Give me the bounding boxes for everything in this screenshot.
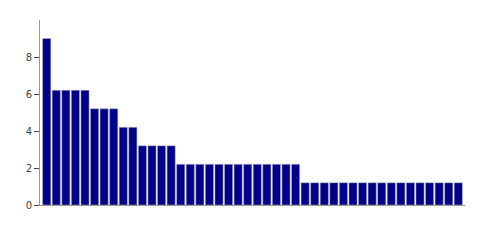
svg-text:8: 8 [26,52,32,63]
svg-text:0: 0 [26,200,32,211]
svg-text:4: 4 [26,126,32,137]
svg-text:6: 6 [26,89,32,100]
svg-text:2: 2 [26,163,32,174]
